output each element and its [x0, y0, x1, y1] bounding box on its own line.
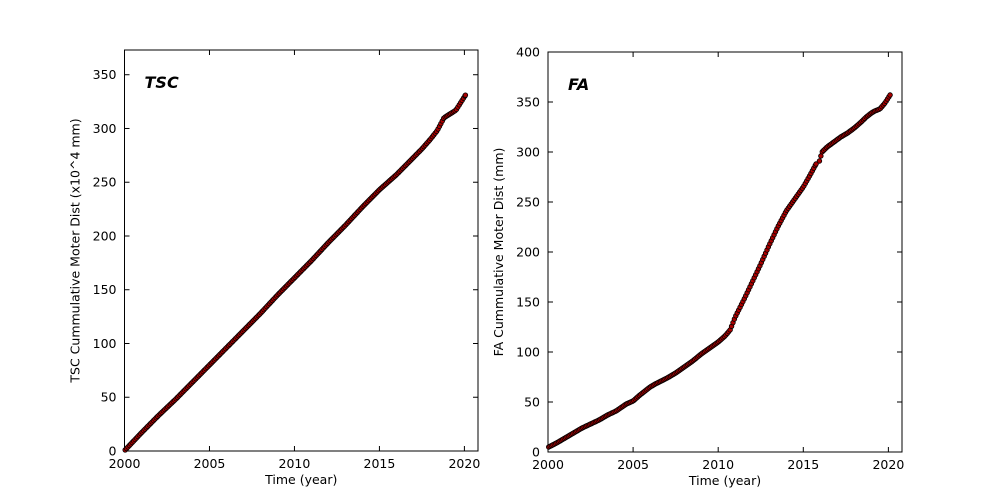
- fa-ytick-label: 350: [516, 94, 540, 109]
- fa-panel-label: FA: [568, 75, 589, 94]
- tsc-xtick-label: 2015: [364, 456, 396, 471]
- tsc-ytick-label: 350: [93, 67, 117, 82]
- tsc-xtick-label: 2000: [109, 456, 141, 471]
- fa-ytick-label: 50: [524, 394, 540, 409]
- fa-xtick-label: 2000: [532, 457, 564, 472]
- fa-ytick-label: 300: [516, 144, 540, 159]
- fa-data-point: [816, 158, 823, 164]
- tsc-data-point-last: [462, 92, 469, 98]
- tsc-yaxis-label: TSC Cummulative Moter Dist (x10^4 mm): [68, 118, 83, 383]
- tsc-panel: 2000 2005 2010 2015 2020 0 50 100 150 200 250 300 35…: [68, 49, 480, 487]
- tsc-ytick-label: 50: [101, 390, 117, 405]
- tsc-xtick-label: 2005: [194, 456, 226, 471]
- fa-data-series-1: [545, 161, 819, 450]
- tsc-panel-label: TSC: [145, 73, 179, 92]
- tsc-plot-frame: [124, 49, 479, 452]
- fa-data-point-last: [813, 161, 819, 167]
- fa-ytick-label: 250: [516, 194, 540, 209]
- fa-data-point-last: [887, 92, 893, 98]
- tsc-ytick-label: 100: [93, 336, 117, 351]
- fa-ytick-label: 100: [516, 344, 540, 359]
- tsc-ytick-label: 200: [93, 228, 117, 243]
- fa-xaxis-label: Time (year): [688, 473, 761, 488]
- tsc-xtick-label: 2010: [279, 456, 311, 471]
- fa-panel: 2000 2005 2010 2015 2020 0 50 100 150 200 250 300 35…: [491, 44, 904, 488]
- fa-ytick-label: 400: [516, 44, 540, 59]
- tsc-ytick-label: 150: [93, 282, 117, 297]
- tsc-data-series-1: [122, 92, 469, 453]
- fa-data-series-2: [816, 92, 893, 164]
- fa-ytick-label: 0: [532, 444, 540, 459]
- fa-xtick-label: 2005: [617, 457, 649, 472]
- fa-xtick-label: 2020: [872, 457, 904, 472]
- tsc-xaxis-label: Time (year): [264, 472, 337, 487]
- fa-xtick-label: 2010: [702, 457, 734, 472]
- tsc-ytick-label: 300: [93, 121, 117, 136]
- tsc-ytick-label: 250: [93, 175, 117, 190]
- tsc-ytick-label: 0: [109, 443, 117, 458]
- fa-yaxis-label: FA Cummulative Moter Dist (mm): [491, 148, 506, 357]
- tsc-xtick-label: 2020: [448, 456, 480, 471]
- fa-ytick-label: 150: [516, 294, 540, 309]
- fa-xtick-label: 2015: [787, 457, 819, 472]
- fa-ytick-label: 200: [516, 244, 540, 259]
- fa-plot-frame: [547, 51, 903, 453]
